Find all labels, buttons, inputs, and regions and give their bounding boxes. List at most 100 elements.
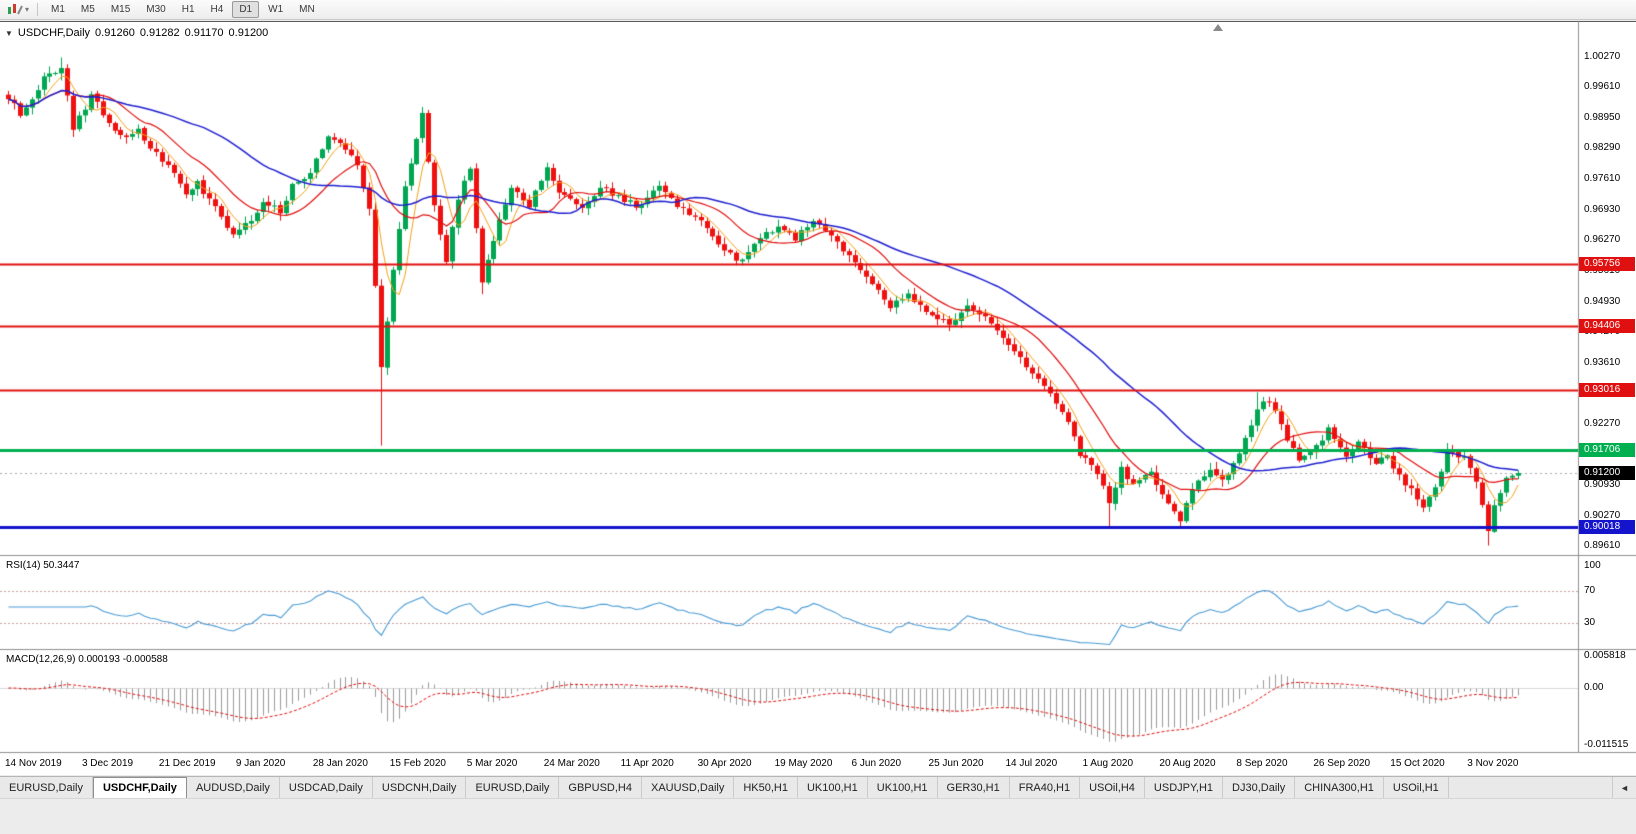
chart-tab[interactable]: EURUSD,Daily [0,777,93,798]
chart-tab-bar: EURUSD,Daily USDCHF,Daily AUDUSD,Daily USDC… [0,776,1636,798]
price-tick-label: 0.92270 [1584,417,1621,429]
symbol-period-label: USDCHF,Daily [17,27,91,39]
date-label: 14 Jul 2020 [1005,758,1058,769]
price-line-badge: 0.93016 [1579,382,1635,397]
timeframe-button-h4[interactable]: H4 [210,4,224,15]
macd-tick-label: -0.011515 [1584,739,1629,750]
open-value: 0.91260 [95,27,135,39]
price-tick-label: 0.94930 [1584,295,1621,307]
price-tick-label: 0.98950 [1584,111,1621,123]
chart-tab[interactable]: EURUSD,Daily [466,777,560,798]
chart-tab[interactable]: USOil,H4 [1080,777,1145,798]
chart-tab[interactable]: HK50,H1 [734,777,798,798]
date-label: 30 Apr 2020 [697,758,752,769]
price-tick-label: 1.00270 [1584,51,1621,62]
chart-tab[interactable]: DJ30,Daily [1223,777,1296,798]
date-label: 21 Dec 2019 [158,758,216,769]
chart-tab[interactable]: USDCAD,Daily [279,777,373,798]
timeframe-button-h1[interactable]: H1 [181,4,195,15]
price-line-badge: 0.94406 [1579,318,1635,333]
price-line-badge: 0.91706 [1579,442,1635,457]
price-tick-label: 0.90270 [1584,509,1621,521]
price-tick-label: 0.90930 [1584,479,1621,491]
rsi-name: RSI(14) [6,560,41,571]
macd-tick-label: 0.005818 [1584,650,1626,661]
current-price-badge: 0.91200 [1579,466,1635,481]
timeframe-toolbar: ▾ M1 M5 M15 M30 H1 H4 D1 W1 MN [0,0,1636,20]
timeframe-button-w1[interactable]: W1 [268,4,284,15]
chart-tab[interactable]: CHINA300,H1 [1295,777,1384,798]
date-label: 14 Nov 2019 [5,758,62,769]
chart-tab[interactable]: GER30,H1 [937,777,1010,798]
timeframe-button-mn[interactable]: MN [299,4,315,15]
date-label: 19 May 2020 [774,758,833,769]
date-label: 15 Oct 2020 [1390,758,1445,769]
price-line-badge: 0.90018 [1579,520,1635,535]
timeframe-button-m15[interactable]: M15 [110,4,131,15]
chart-tab[interactable]: XAUUSD,Daily [641,777,735,798]
high-value: 0.91282 [139,27,180,39]
chart-tab[interactable]: UK100,H1 [867,777,938,798]
price-tick-label: 0.89610 [1584,540,1621,551]
low-value: 0.91170 [184,27,224,39]
chart-tab[interactable]: USDCNH,Daily [372,777,467,798]
timeframe-button-m30[interactable]: M30 [146,4,166,15]
macd-main-value: 0.000193 [78,654,120,665]
timeframe-button-m1[interactable]: M1 [51,4,65,15]
one-click-trading-toggle[interactable]: ▼ [5,28,13,38]
chart-tab[interactable]: USOil,H1 [1383,777,1449,798]
date-label: 15 Feb 2020 [389,758,446,769]
tab-scroll-left-icon[interactable]: ◄ [1612,777,1636,798]
date-label: 25 Jun 2020 [928,758,984,769]
date-label: 20 Aug 2020 [1159,758,1216,769]
date-label: 8 Sep 2020 [1236,758,1288,769]
price-tick-label: 0.99610 [1584,81,1621,93]
price-tick-label: 0.98290 [1584,141,1621,153]
rsi-tick-label: 70 [1584,584,1596,596]
date-label: 9 Jan 2020 [235,758,286,769]
chart-tab[interactable]: AUDUSD,Daily [186,777,280,798]
date-label: 24 Mar 2020 [543,758,600,769]
date-axis[interactable]: 14 Nov 2019 3 Dec 2019 21 Dec 2019 9 Jan 20… [0,753,1578,775]
candlestick-pencil-icon [8,4,23,15]
rsi-value: 50.3447 [43,560,80,571]
close-value: 0.91200 [228,27,269,39]
date-label: 6 Jun 2020 [851,758,902,769]
price-axis[interactable]: 1.00270 0.99610 0.98950 0.98290 0.97610 0.969… [1578,21,1636,752]
chart-shift-marker[interactable] [1213,24,1223,31]
price-tick-label: 0.93610 [1584,356,1621,368]
macd-name: MACD(12,26,9) [6,654,76,665]
macd-signal-value: -0.000588 [122,654,168,665]
chart-tab[interactable]: USDCHF,Daily [92,777,187,798]
toolbar-separator [37,3,39,16]
price-line-badge: 0.95756 [1579,257,1635,272]
macd-indicator-label: MACD(12,26,9) 0.000193 -0.000588 [6,654,168,665]
chart-edit-icon[interactable]: ▾ [4,1,32,19]
timeframe-button-d1[interactable]: D1 [232,1,260,18]
rsi-tick-label: 30 [1584,617,1596,629]
date-label: 28 Jan 2020 [312,758,368,769]
chart-tab[interactable]: FRA40,H1 [1009,777,1081,798]
chart-tab[interactable]: USDJPY,H1 [1144,777,1224,798]
date-label: 5 Mar 2020 [466,758,518,769]
chart-tab[interactable]: GBPUSD,H4 [559,777,642,798]
chart-tab[interactable]: UK100,H1 [797,777,868,798]
chart-title: ▼ USDCHF,Daily 0.91260 0.91282 0.91170 0… [5,27,268,39]
chevron-down-icon: ▾ [25,4,30,14]
macd-tick-label: 0.00 [1584,682,1604,693]
rsi-indicator-label: RSI(14) 50.3447 [6,560,79,571]
date-label: 3 Nov 2020 [1467,758,1519,769]
timeframe-button-m5[interactable]: M5 [80,4,95,15]
price-tick-label: 0.96930 [1584,204,1621,216]
date-label: 26 Sep 2020 [1313,758,1371,769]
date-label: 3 Dec 2019 [81,758,134,769]
chart-tabs: EURUSD,Daily USDCHF,Daily AUDUSD,Daily USDC… [0,777,1612,798]
date-label: 11 Apr 2020 [620,758,674,769]
price-tick-label: 0.97610 [1584,173,1621,185]
price-tick-label: 0.96270 [1584,234,1621,246]
rsi-tick-label: 100 [1584,560,1601,571]
date-label: 1 Aug 2020 [1082,758,1134,769]
timeframe-buttons: M1 M5 M15 M30 H1 H4 D1 W1 MN [43,1,323,18]
